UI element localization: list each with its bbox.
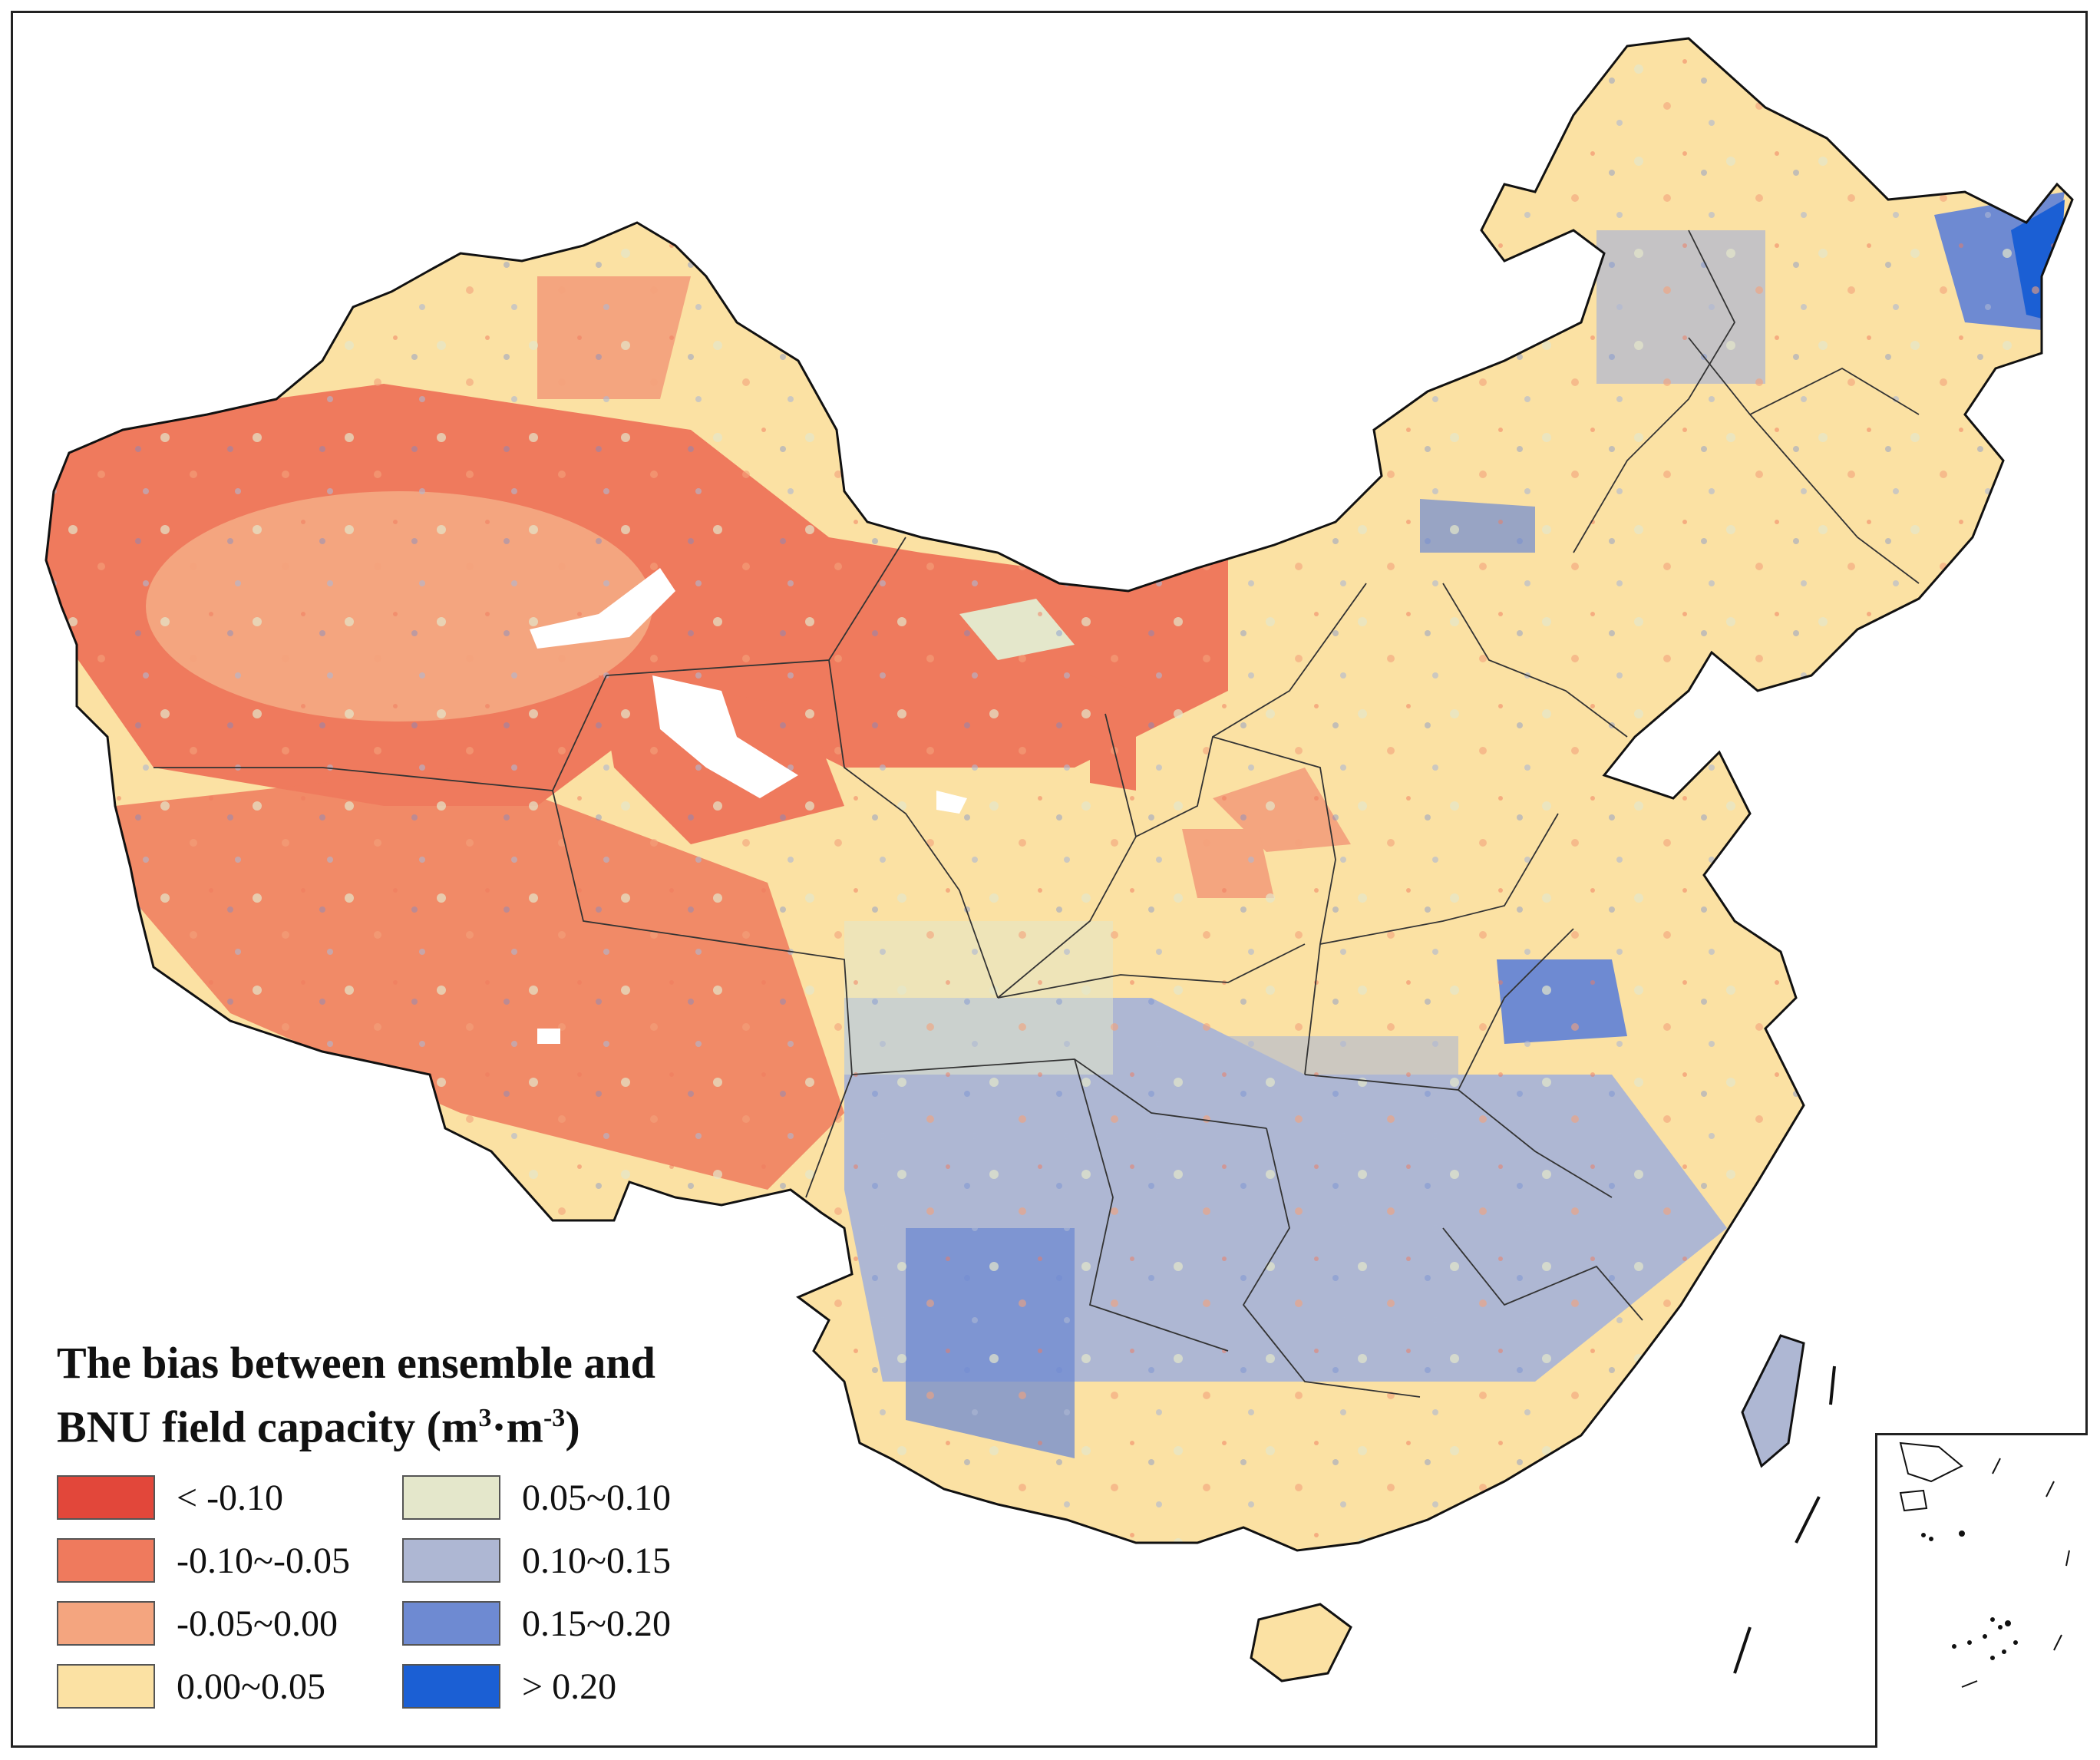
legend-item: 0.15~0.20 [402, 1600, 725, 1646]
legend-swatch [57, 1475, 155, 1521]
hainan-island [1250, 1603, 1352, 1682]
legend-item: > 0.20 [402, 1663, 725, 1709]
legend-item: -0.05~0.00 [57, 1600, 402, 1646]
legend-item: 0.10~0.15 [402, 1537, 725, 1583]
south-china-sea-inset [1875, 1433, 2088, 1748]
legend-unit-end: ) [565, 1402, 580, 1452]
legend-swatch [57, 1601, 155, 1646]
legend-label: -0.10~-0.05 [177, 1540, 350, 1581]
legend-title-line2: BNU field capacity (m [57, 1402, 479, 1452]
legend-label: > 0.20 [522, 1666, 617, 1707]
legend-swatch [402, 1601, 500, 1646]
legend-swatch [57, 1538, 155, 1583]
legend-label: < -0.10 [177, 1477, 284, 1518]
legend-swatch [402, 1664, 500, 1709]
legend-title-line1: The bias between ensemble and [57, 1338, 655, 1388]
legend-label: 0.05~0.10 [522, 1477, 671, 1518]
legend-unit-mid: ·m [491, 1402, 543, 1452]
legend-swatch [402, 1475, 500, 1521]
legend-label: 0.10~0.15 [522, 1540, 671, 1581]
province-borders [154, 229, 1920, 1398]
legend-grid: < -0.10 0.05~0.10 -0.10~-0.05 0.10~0.15 … [57, 1474, 748, 1709]
legend-label: 0.15~0.20 [522, 1603, 671, 1644]
legend-item: -0.10~-0.05 [57, 1537, 402, 1583]
legend-label: 0.00~0.05 [177, 1666, 325, 1707]
legend-item: < -0.10 [57, 1474, 402, 1521]
legend-item: 0.00~0.05 [57, 1663, 402, 1709]
legend-title: The bias between ensemble and BNU field … [57, 1336, 748, 1455]
legend: The bias between ensemble and BNU field … [57, 1336, 748, 1709]
legend-label: -0.05~0.00 [177, 1603, 338, 1644]
south-sea-dashes [1733, 1365, 1836, 1674]
legend-unit-sup1: 3 [478, 1404, 492, 1432]
legend-item: 0.05~0.10 [402, 1474, 725, 1521]
legend-unit-sup2: -3 [543, 1404, 566, 1432]
legend-swatch [57, 1664, 155, 1709]
legend-swatch [402, 1538, 500, 1583]
taiwan-island [1741, 1334, 1805, 1468]
inset-map [1899, 1441, 2070, 1688]
